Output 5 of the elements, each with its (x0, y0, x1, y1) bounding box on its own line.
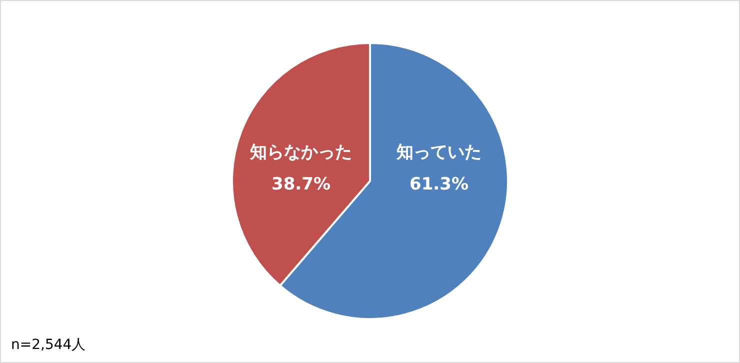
slice-label: 知っていた (396, 142, 482, 162)
data-label: 61.3% (410, 174, 468, 194)
data-label: 38.7% (272, 174, 330, 194)
slice-label: 知らなかった (249, 142, 352, 162)
text: n=2,544人 (11, 336, 86, 354)
